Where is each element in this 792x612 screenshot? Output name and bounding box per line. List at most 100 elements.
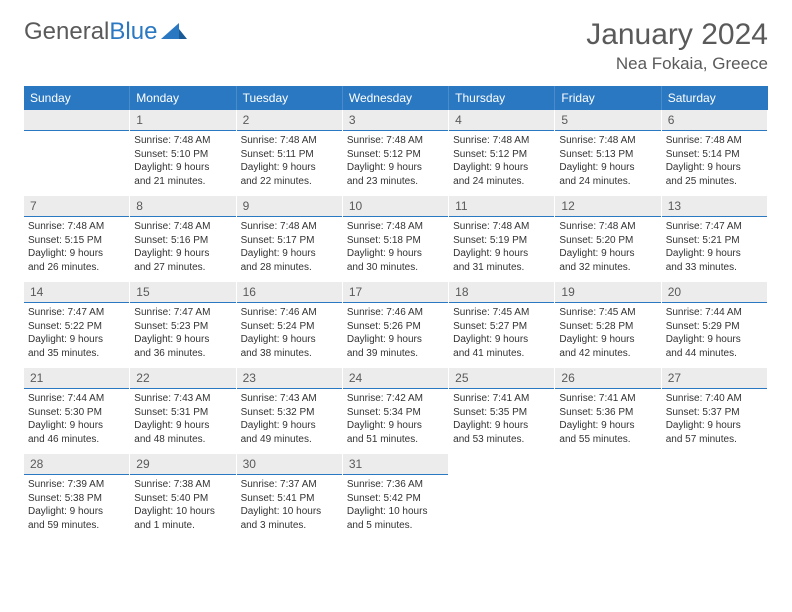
day-line: Daylight: 10 hours bbox=[134, 505, 231, 519]
day-line: Daylight: 9 hours bbox=[666, 161, 763, 175]
weekday-thursday: Thursday bbox=[449, 86, 555, 110]
day-line: and 35 minutes. bbox=[28, 347, 125, 361]
day-line: Sunrise: 7:48 AM bbox=[559, 220, 656, 234]
day-cell: 11Sunrise: 7:48 AMSunset: 5:19 PMDayligh… bbox=[449, 196, 555, 282]
day-number: 22 bbox=[130, 368, 235, 389]
day-line: Sunrise: 7:36 AM bbox=[347, 478, 444, 492]
day-cell: 23Sunrise: 7:43 AMSunset: 5:32 PMDayligh… bbox=[237, 368, 343, 454]
day-cell: 25Sunrise: 7:41 AMSunset: 5:35 PMDayligh… bbox=[449, 368, 555, 454]
day-number: 31 bbox=[343, 454, 448, 475]
day-body: Sunrise: 7:45 AMSunset: 5:27 PMDaylight:… bbox=[449, 303, 554, 366]
day-line: Sunset: 5:12 PM bbox=[453, 148, 550, 162]
day-line: Sunset: 5:22 PM bbox=[28, 320, 125, 334]
day-cell: 3Sunrise: 7:48 AMSunset: 5:12 PMDaylight… bbox=[343, 110, 449, 196]
day-number: 6 bbox=[662, 110, 767, 131]
day-line: and 49 minutes. bbox=[241, 433, 338, 447]
day-line: Sunset: 5:42 PM bbox=[347, 492, 444, 506]
day-line: Sunset: 5:24 PM bbox=[241, 320, 338, 334]
day-line: Daylight: 9 hours bbox=[28, 333, 125, 347]
day-line: Sunset: 5:38 PM bbox=[28, 492, 125, 506]
day-number: 19 bbox=[555, 282, 660, 303]
day-line: and 21 minutes. bbox=[134, 175, 231, 189]
day-line: Sunrise: 7:46 AM bbox=[241, 306, 338, 320]
day-number: 17 bbox=[343, 282, 448, 303]
day-line: Daylight: 9 hours bbox=[559, 161, 656, 175]
day-line: and 5 minutes. bbox=[347, 519, 444, 533]
day-line: and 30 minutes. bbox=[347, 261, 444, 275]
day-line: Sunset: 5:27 PM bbox=[453, 320, 550, 334]
day-line: and 41 minutes. bbox=[453, 347, 550, 361]
day-line: Daylight: 9 hours bbox=[559, 419, 656, 433]
day-line: Sunset: 5:21 PM bbox=[666, 234, 763, 248]
logo-text-1: General bbox=[24, 18, 109, 46]
day-line: Sunrise: 7:38 AM bbox=[134, 478, 231, 492]
day-number: 13 bbox=[662, 196, 767, 217]
day-line: Sunset: 5:36 PM bbox=[559, 406, 656, 420]
day-line: Sunrise: 7:37 AM bbox=[241, 478, 338, 492]
day-line: and 57 minutes. bbox=[666, 433, 763, 447]
day-line: Sunrise: 7:48 AM bbox=[134, 220, 231, 234]
day-line: Sunrise: 7:45 AM bbox=[559, 306, 656, 320]
day-cell: 22Sunrise: 7:43 AMSunset: 5:31 PMDayligh… bbox=[130, 368, 236, 454]
day-number: 2 bbox=[237, 110, 342, 131]
day-number: 1 bbox=[130, 110, 235, 131]
day-line: and 27 minutes. bbox=[134, 261, 231, 275]
weekday-tuesday: Tuesday bbox=[237, 86, 343, 110]
day-line: Sunrise: 7:47 AM bbox=[666, 220, 763, 234]
day-cell: 4Sunrise: 7:48 AMSunset: 5:12 PMDaylight… bbox=[449, 110, 555, 196]
day-line: Sunrise: 7:43 AM bbox=[134, 392, 231, 406]
day-number: 29 bbox=[130, 454, 235, 475]
day-body: Sunrise: 7:46 AMSunset: 5:26 PMDaylight:… bbox=[343, 303, 448, 366]
day-line: Daylight: 9 hours bbox=[666, 247, 763, 261]
weekday-header-row: Sunday Monday Tuesday Wednesday Thursday… bbox=[24, 86, 768, 110]
day-line: Sunset: 5:29 PM bbox=[666, 320, 763, 334]
day-line: Sunrise: 7:41 AM bbox=[559, 392, 656, 406]
day-line: Sunrise: 7:45 AM bbox=[453, 306, 550, 320]
day-cell: 28Sunrise: 7:39 AMSunset: 5:38 PMDayligh… bbox=[24, 454, 130, 540]
day-line: Daylight: 9 hours bbox=[453, 161, 550, 175]
day-line: Sunset: 5:19 PM bbox=[453, 234, 550, 248]
title-block: January 2024 Nea Fokaia, Greece bbox=[586, 18, 768, 74]
day-body: Sunrise: 7:48 AMSunset: 5:20 PMDaylight:… bbox=[555, 217, 660, 280]
day-line: Sunrise: 7:44 AM bbox=[28, 392, 125, 406]
day-line: Daylight: 9 hours bbox=[134, 333, 231, 347]
day-line: Daylight: 9 hours bbox=[28, 505, 125, 519]
month-title: January 2024 bbox=[586, 18, 768, 52]
day-body: Sunrise: 7:43 AMSunset: 5:31 PMDaylight:… bbox=[130, 389, 235, 452]
day-line: Daylight: 9 hours bbox=[347, 247, 444, 261]
day-line: Sunrise: 7:48 AM bbox=[453, 220, 550, 234]
day-number: 27 bbox=[662, 368, 767, 389]
day-cell: 19Sunrise: 7:45 AMSunset: 5:28 PMDayligh… bbox=[555, 282, 661, 368]
day-number: 21 bbox=[24, 368, 129, 389]
logo-text-2: Blue bbox=[109, 18, 157, 46]
day-line: and 44 minutes. bbox=[666, 347, 763, 361]
day-line: Sunrise: 7:47 AM bbox=[134, 306, 231, 320]
day-cell: 15Sunrise: 7:47 AMSunset: 5:23 PMDayligh… bbox=[130, 282, 236, 368]
day-cell: 27Sunrise: 7:40 AMSunset: 5:37 PMDayligh… bbox=[662, 368, 768, 454]
day-line: Sunrise: 7:46 AM bbox=[347, 306, 444, 320]
day-line: Sunset: 5:18 PM bbox=[347, 234, 444, 248]
day-line: Daylight: 9 hours bbox=[134, 419, 231, 433]
day-number: 20 bbox=[662, 282, 767, 303]
day-line: Sunrise: 7:48 AM bbox=[28, 220, 125, 234]
header: GeneralBlue January 2024 Nea Fokaia, Gre… bbox=[24, 18, 768, 74]
day-body: Sunrise: 7:47 AMSunset: 5:23 PMDaylight:… bbox=[130, 303, 235, 366]
day-line: Sunset: 5:30 PM bbox=[28, 406, 125, 420]
day-cell: 30Sunrise: 7:37 AMSunset: 5:41 PMDayligh… bbox=[237, 454, 343, 540]
day-line: Sunset: 5:32 PM bbox=[241, 406, 338, 420]
day-body: Sunrise: 7:43 AMSunset: 5:32 PMDaylight:… bbox=[237, 389, 342, 452]
day-line: and 1 minute. bbox=[134, 519, 231, 533]
day-number: 25 bbox=[449, 368, 554, 389]
day-number: 23 bbox=[237, 368, 342, 389]
day-line: Sunrise: 7:41 AM bbox=[453, 392, 550, 406]
day-body: Sunrise: 7:39 AMSunset: 5:38 PMDaylight:… bbox=[24, 475, 129, 538]
day-cell: 7Sunrise: 7:48 AMSunset: 5:15 PMDaylight… bbox=[24, 196, 130, 282]
day-line: and 46 minutes. bbox=[28, 433, 125, 447]
day-line: Daylight: 9 hours bbox=[28, 419, 125, 433]
day-body: Sunrise: 7:48 AMSunset: 5:17 PMDaylight:… bbox=[237, 217, 342, 280]
empty-day-header bbox=[24, 110, 129, 131]
day-line: Sunrise: 7:43 AM bbox=[241, 392, 338, 406]
day-cell bbox=[662, 454, 768, 540]
day-body: Sunrise: 7:48 AMSunset: 5:14 PMDaylight:… bbox=[662, 131, 767, 194]
day-line: Sunrise: 7:48 AM bbox=[347, 220, 444, 234]
